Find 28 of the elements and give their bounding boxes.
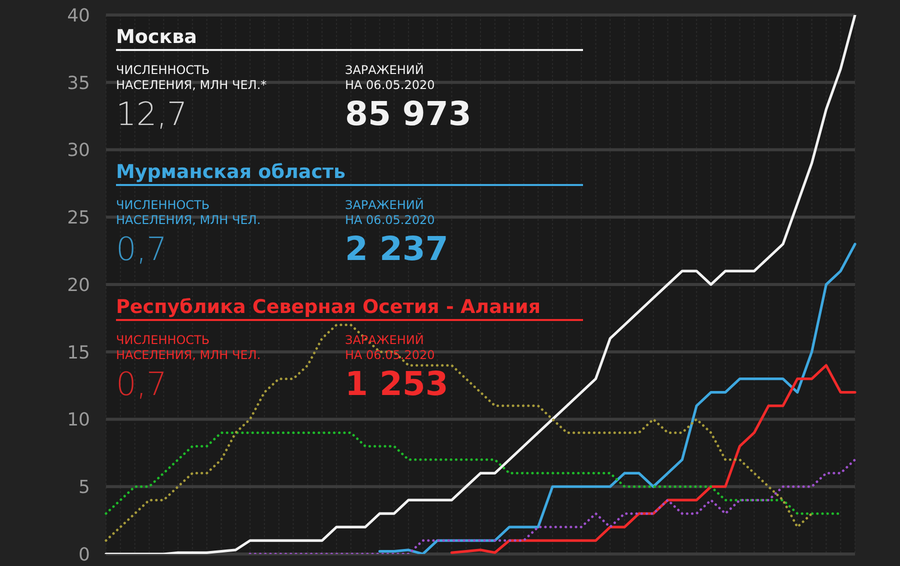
annotation: 1 253 (345, 364, 448, 403)
y-tick-label: 5 (78, 477, 90, 498)
y-tick-label: 0 (78, 544, 90, 566)
line-series (104, 324, 814, 542)
annotation: 0,7 (116, 230, 167, 268)
y-tick-label: 30 (67, 140, 90, 162)
annotation: ЗАРАЖЕНИЙ НА 06.05.2020 (345, 63, 435, 93)
y-tick-label: 20 (67, 274, 90, 296)
line-series (450, 364, 856, 554)
y-tick-label: 25 (67, 208, 90, 229)
annotation: ЗАРАЖЕНИЙ НА 06.05.2020 (345, 198, 435, 228)
annotation: ЧИСЛЕННОСТЬ НАСЕЛЕНИЯ, МЛН ЧЕЛ. (116, 333, 261, 363)
y-tick-label: 35 (67, 72, 90, 94)
line-series (248, 458, 856, 554)
y-tick-label: 40 (67, 5, 90, 26)
y-tick-label: 10 (67, 410, 90, 431)
annotation: 0,7 (116, 365, 167, 403)
annotation: 12,7 (116, 95, 188, 133)
annotation: ЧИСЛЕННОСТЬ НАСЕЛЕНИЯ, МЛН ЧЕЛ.* (116, 63, 267, 93)
text: Москва (116, 25, 197, 49)
annotation: 85 973 (345, 94, 472, 133)
text: Республика Северная Осетия - Алания (116, 295, 541, 319)
annotation: 2 237 (345, 229, 448, 268)
annotation: ЧИСЛЕННОСТЬ НАСЕЛЕНИЯ, МЛН ЧЕЛ. (116, 198, 261, 228)
text: Мурманская область (116, 160, 346, 184)
annotation: ЗАРАЖЕНИЙ НА 06.05.2020 (345, 333, 435, 363)
y-tick-label: 15 (67, 342, 90, 364)
line-series (104, 431, 842, 515)
